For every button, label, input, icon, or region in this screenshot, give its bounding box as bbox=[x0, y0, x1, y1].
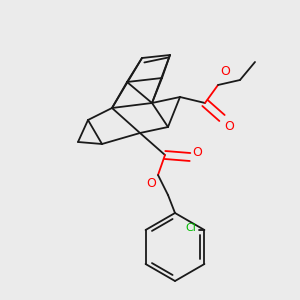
Text: O: O bbox=[192, 146, 202, 160]
Text: O: O bbox=[224, 120, 234, 133]
Text: O: O bbox=[146, 177, 156, 190]
Text: Cl: Cl bbox=[186, 223, 196, 233]
Text: O: O bbox=[220, 65, 230, 78]
